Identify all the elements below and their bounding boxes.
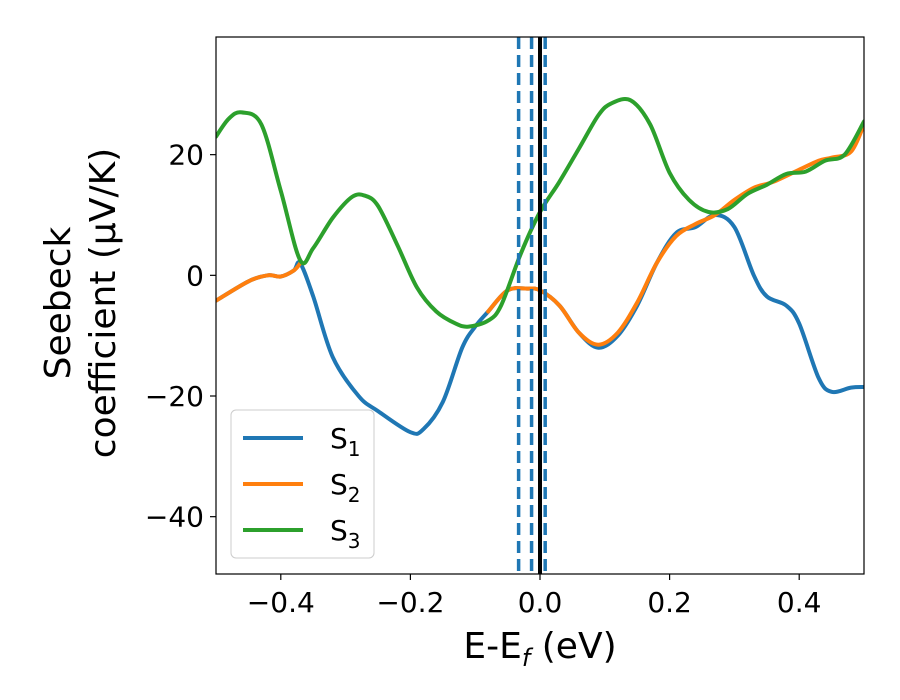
x-axis-label: E-Ef (eV): [463, 626, 616, 672]
x-tick-label: −0.2: [376, 586, 444, 619]
x-ticks: −0.4 −0.2 0.0 0.2 0.4: [247, 574, 822, 619]
y-tick-label: 20: [168, 139, 204, 172]
series-line-s3: [216, 97, 864, 329]
y-ticks: −40 −20 0 20: [145, 139, 216, 534]
y-tick-label: −20: [145, 380, 204, 413]
y-tick-label: −40: [145, 501, 204, 534]
y-tick-label: 0: [186, 259, 204, 292]
legend-label-s3: S3: [330, 514, 361, 553]
vline-layer: [516, 37, 547, 574]
legend: S1 S2 S3: [230, 409, 375, 559]
legend-label-s2: S2: [330, 468, 361, 507]
y-axis-label: Seebeck coefficient (μV/K): [38, 148, 124, 458]
x-tick-label: 0.4: [777, 586, 822, 619]
y-axis-label-line1: Seebeck: [38, 226, 79, 379]
y-axis-label-line2: coefficient (μV/K): [83, 148, 124, 458]
x-tick-label: 0.0: [518, 586, 563, 619]
x-tick-label: 0.2: [647, 586, 692, 619]
x-tick-label: −0.4: [247, 586, 315, 619]
legend-label-s1: S1: [330, 422, 361, 461]
